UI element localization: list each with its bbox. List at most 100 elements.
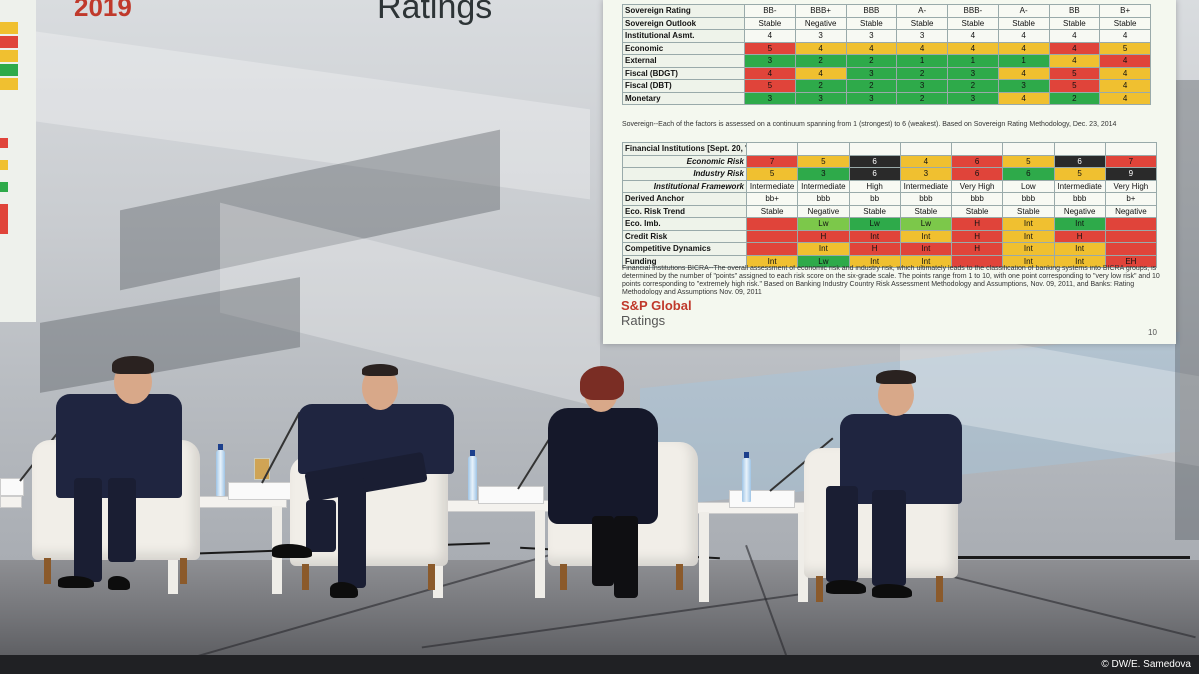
sovereign-row: Monetary 3 3 3 2 3 4 2 4	[622, 91, 1151, 105]
fi-cell: Stable	[899, 204, 953, 218]
panelist-4-leg	[872, 490, 906, 586]
fi-cell: 6	[848, 167, 901, 181]
sovereign-cell: 3	[997, 79, 1050, 93]
fi-cell: 9	[1104, 167, 1158, 181]
fi-row-label: Industry Risk	[622, 167, 747, 181]
table-leg	[798, 512, 808, 602]
fi-cell: Int	[745, 254, 799, 268]
fi-header-cell	[745, 142, 799, 156]
chair-leg	[676, 564, 683, 590]
fi-cell: bbb	[899, 192, 953, 206]
bottle-cap	[470, 450, 475, 456]
sovereign-cell: 3	[845, 66, 898, 80]
fi-table-header: Financial Institutions [Sept. 20, '19]	[622, 142, 747, 156]
panelist-2-shoe	[330, 582, 358, 598]
screen-color-cell	[0, 138, 8, 148]
fi-cell: bbb	[1002, 192, 1055, 206]
panelist-2-leg	[306, 500, 336, 552]
sovereign-cell: 4	[1048, 41, 1101, 55]
fi-cell: 6	[848, 154, 901, 168]
sovereign-cell: 5	[1048, 66, 1101, 80]
sovereign-row-label: Sovereign Outlook	[622, 16, 745, 30]
fi-cell: Intermediate	[1053, 179, 1106, 193]
panelist-4-shoe	[826, 580, 866, 594]
sovereign-row: Fiscal (DBT) 5 2 2 3 2 3 5 4	[622, 79, 1151, 93]
sovereign-cell: 4	[947, 29, 999, 43]
fi-header-cell	[950, 142, 1004, 156]
sovereign-row: Institutional Asmt. 4 3 3 3 4 4 4 4	[622, 29, 1151, 43]
sovereign-cell: 4	[1099, 54, 1151, 68]
banner-title: Ratings	[377, 0, 493, 26]
fi-row-label: Eco. Imb.	[622, 217, 747, 231]
sovereign-cell: 4	[1099, 29, 1151, 43]
chair-leg	[816, 576, 823, 602]
fi-row: Derived Anchor bb+ bbb bb bbb bbb bbb bbb b+	[622, 192, 1158, 206]
sovereign-cell: 2	[794, 79, 847, 93]
fi-row: Industry Risk 5 3 6 3 6 6 5 9	[622, 167, 1158, 181]
fi-cell	[745, 229, 799, 243]
screen-color-cell	[0, 22, 18, 34]
fi-cell: Int	[848, 254, 901, 268]
sovereign-cell: 4	[1099, 79, 1151, 93]
fi-cell: Lw	[848, 217, 901, 231]
sp-ratings-logo-text: Ratings	[621, 313, 666, 328]
fi-header-cell	[1053, 142, 1106, 156]
sovereign-cell: 4	[794, 66, 847, 80]
fi-cell: bbb	[950, 192, 1004, 206]
sovereign-cell: 3	[794, 91, 847, 105]
fi-cell: 5	[745, 167, 799, 181]
sovereign-cell: 3	[744, 91, 796, 105]
panelist-1-leg	[74, 478, 102, 582]
fi-row-label: Derived Anchor	[622, 192, 747, 206]
sovereign-cell: 4	[997, 66, 1050, 80]
sovereign-cell: 4	[947, 41, 999, 55]
name-card	[0, 478, 24, 496]
chair-leg	[560, 564, 567, 590]
fi-cell: bb	[848, 192, 901, 206]
panelist-1-leg	[108, 478, 136, 562]
screen-color-cell	[0, 78, 18, 90]
sovereign-cell: Stable	[1048, 16, 1101, 30]
fi-row: Economic Risk 7 5 6 4 6 5 6 7	[622, 154, 1158, 168]
sovereign-cell: 3	[744, 54, 796, 68]
fi-cell	[745, 217, 799, 231]
panelist-4-jacket	[840, 414, 962, 504]
water-bottle	[468, 456, 477, 500]
fi-cell: Very High	[950, 179, 1004, 193]
screen-color-cell	[0, 160, 8, 170]
sovereign-cell: 2	[896, 91, 948, 105]
chair-leg	[180, 558, 187, 584]
sovereign-row-label: Monetary	[622, 91, 745, 105]
fi-row: Funding Int Lw Int Int Int Int EH	[622, 254, 1158, 268]
fi-row-label: Competitive Dynamics	[622, 242, 747, 256]
fi-cell: Lw	[797, 254, 850, 268]
panelist-2-leg	[338, 478, 366, 588]
fi-cell: Negative	[1053, 204, 1106, 218]
sovereign-cell: Negative	[794, 16, 847, 30]
fi-row-label: Economic Risk	[622, 154, 747, 168]
sovereign-cell: 3	[845, 29, 898, 43]
panelist-3-boot	[614, 516, 638, 598]
fi-row: Institutional Framework Intermediate Inter…	[622, 179, 1158, 193]
fi-cell: Very High	[1104, 179, 1158, 193]
fi-cell: Intermediate	[797, 179, 850, 193]
sovereign-cell: 3	[896, 29, 948, 43]
fi-cell: Int	[899, 229, 953, 243]
fi-row: Eco. Risk Trend Stable Negative Stable Stabl…	[622, 204, 1158, 218]
fi-cell: Low	[1002, 179, 1055, 193]
sovereign-cell: 4	[1099, 91, 1151, 105]
name-card	[228, 482, 294, 500]
table-leg	[699, 512, 709, 602]
fi-cell: Lw	[797, 217, 850, 231]
panelist-3-jacket	[548, 408, 658, 524]
name-card	[729, 490, 795, 508]
screen-color-cell	[0, 204, 8, 234]
fi-row-label: Institutional Framework	[622, 179, 747, 193]
fi-header-cell	[848, 142, 901, 156]
sovereign-cell: 2	[1048, 91, 1101, 105]
fi-cell: EH	[1104, 254, 1158, 268]
sovereign-cell: 2	[896, 66, 948, 80]
fi-header-cell	[1002, 142, 1055, 156]
sp-global-logo: S&P Global	[621, 298, 692, 313]
screen-color-cell	[0, 182, 8, 192]
